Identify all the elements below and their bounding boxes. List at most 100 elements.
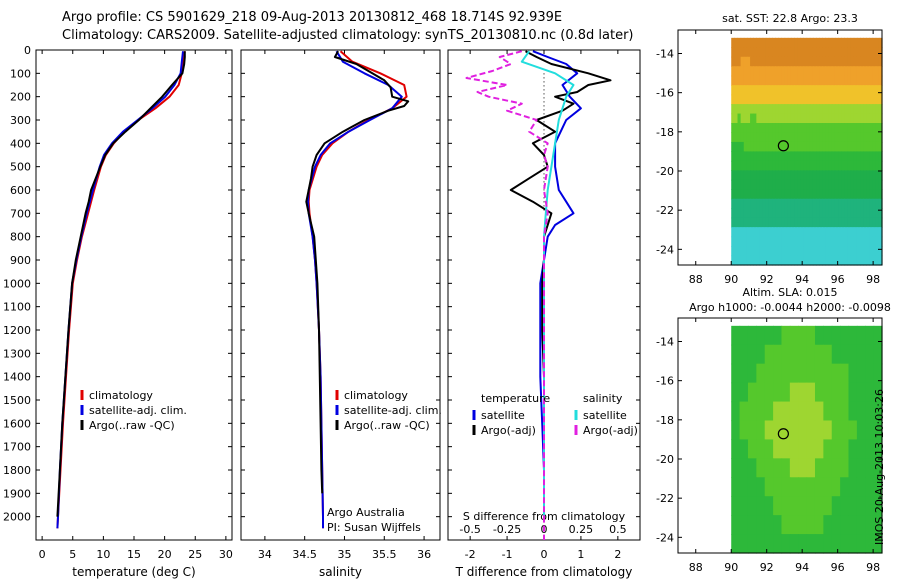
heatmap-cell [768, 151, 773, 162]
heatmap-cell [878, 217, 883, 228]
heatmap-cell [878, 170, 883, 181]
heatmap-cell [794, 227, 798, 238]
heatmap-cell [822, 208, 827, 219]
heatmap-cell [734, 217, 739, 228]
heatmap-cell [816, 113, 820, 124]
heatmap-cell [816, 246, 820, 257]
heatmap-cell [847, 75, 852, 86]
heatmap-cell [878, 179, 883, 190]
heatmap-cell [869, 37, 874, 48]
heatmap-cell [790, 132, 795, 143]
heatmap-cell [809, 85, 814, 96]
heatmap-cell [778, 123, 783, 134]
heatmap-cell [764, 534, 774, 554]
heatmap-cell [822, 236, 827, 247]
heatmap-cell [797, 141, 801, 153]
heatmap-cell [822, 179, 827, 190]
heatmap-cell [841, 160, 845, 171]
heatmap-cell [822, 160, 827, 171]
heatmap-cell [750, 227, 754, 238]
heatmap-cell [814, 458, 824, 478]
heatmap-cell [863, 141, 867, 153]
heatmap-cell [778, 37, 783, 48]
heatmap-cell [819, 47, 823, 58]
heatmap-cell [753, 123, 757, 134]
heatmap-cell [848, 382, 858, 403]
heatmap-cell [797, 113, 801, 124]
heatmap-cell [853, 217, 858, 228]
heatmap-cell [739, 401, 749, 422]
heatmap-cell [819, 56, 823, 67]
heatmap-cell [772, 56, 776, 67]
heatmap-cell [844, 141, 849, 153]
heatmap-cell [822, 198, 827, 209]
heatmap-cell [872, 37, 877, 48]
heatmap-cell [765, 179, 770, 190]
heatmap-cell [746, 179, 751, 190]
heatmap-cell [743, 123, 748, 134]
heatmap-cell [856, 56, 861, 67]
heatmap-cell [869, 141, 874, 153]
heatmap-cell [764, 515, 774, 535]
heatmap-cell [809, 66, 814, 77]
heatmap-cell [759, 75, 764, 86]
x-tick-label: 25 [188, 548, 202, 561]
heatmap-cell [797, 160, 801, 171]
heatmap-cell [764, 439, 774, 459]
heatmap-cell [869, 246, 874, 257]
heatmap-cell [866, 236, 871, 247]
heatmap-cell [756, 198, 761, 209]
heatmap-cell [762, 170, 767, 181]
heatmap-cell [856, 123, 861, 134]
heatmap-cell [860, 85, 864, 96]
heatmap-cell [756, 208, 761, 219]
heatmap-cell [781, 37, 786, 48]
heatmap-cell [740, 208, 745, 219]
heatmap-cell [866, 246, 871, 257]
heatmap-cell [775, 132, 779, 143]
heatmap-cell [740, 37, 745, 48]
heatmap-cell [831, 94, 836, 105]
heatmap-cell [753, 217, 757, 228]
y-tick-label: -16 [656, 375, 674, 388]
heatmap-cell [844, 47, 849, 58]
heatmap-cell [746, 47, 751, 58]
s-tick-label: 0.25 [569, 523, 594, 536]
heatmap-cell [828, 236, 833, 247]
heatmap-cell [803, 151, 808, 162]
heatmap-cell [778, 47, 783, 58]
heatmap-cell [781, 189, 786, 200]
heatmap-cell [759, 236, 764, 247]
heatmap-cell [850, 246, 855, 257]
heatmap-cell [772, 227, 776, 238]
heatmap-cell [731, 75, 735, 86]
heatmap-cell [828, 47, 833, 58]
heatmap-cell [806, 363, 816, 384]
heatmap-cell [775, 246, 779, 257]
heatmap-cell [797, 236, 801, 247]
heatmap-cell [734, 94, 739, 105]
heatmap-cell [856, 85, 861, 96]
heatmap-cell [806, 236, 811, 247]
heatmap-cell [865, 458, 875, 478]
heatmap-cell [756, 85, 761, 96]
heatmap-cell [866, 47, 871, 58]
y-tick-label: 2000 [3, 511, 31, 524]
heatmap-cell [747, 344, 757, 365]
heatmap-cell [841, 151, 845, 162]
heatmap-cell [828, 198, 833, 209]
heatmap-cell [872, 141, 877, 153]
heatmap-cell [812, 56, 817, 67]
heatmap-cell [764, 401, 774, 422]
heatmap-cell [800, 104, 805, 115]
heatmap-cell [865, 420, 875, 441]
heatmap-cell [800, 246, 805, 257]
heatmap-cell [778, 56, 783, 67]
y-tick-label: 1400 [3, 371, 31, 384]
heatmap-cell [809, 198, 814, 209]
legend-label: satellite-adj. clim. [344, 404, 442, 417]
heatmap-cell [778, 113, 783, 124]
series-line-1 [532, 50, 582, 517]
heatmap-cell [753, 170, 757, 181]
heatmap-cell [806, 534, 816, 554]
